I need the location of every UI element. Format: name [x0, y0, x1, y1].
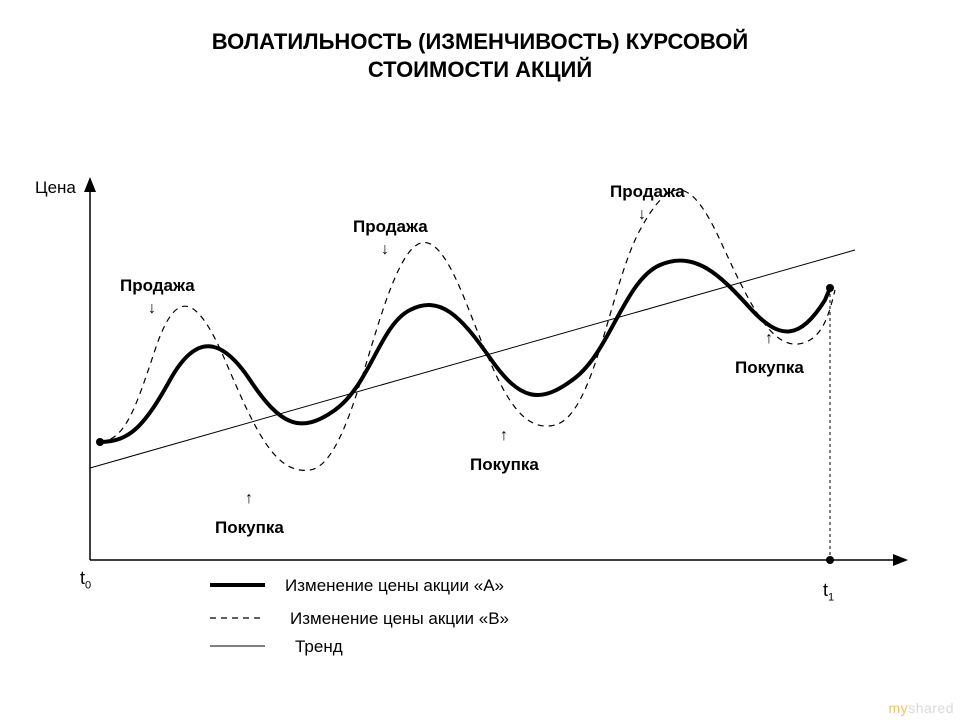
sell-label-1: Продажа	[120, 276, 195, 296]
buy-label-2: Покупка	[470, 455, 539, 475]
x-axis-start-label: t0	[80, 568, 91, 592]
legend-trend: Тренд	[295, 637, 343, 657]
buy-arrow-3: ↑	[765, 330, 773, 348]
buy-arrow-1: ↑	[245, 490, 253, 508]
title-line-2: СТОИМОСТИ АКЦИЙ	[368, 57, 592, 82]
watermark-suffix: shared	[908, 700, 954, 716]
buy-label-3: Покупка	[735, 358, 804, 378]
sell-arrow-1: ↓	[148, 300, 156, 318]
title-line-1: ВОЛАТИЛЬНОСТЬ (ИЗМЕНЧИВОСТЬ) КУРСОВОЙ	[212, 29, 748, 54]
buy-arrow-2: ↑	[500, 427, 508, 445]
buy-label-1: Покупка	[215, 518, 284, 538]
chart-title: ВОЛАТИЛЬНОСТЬ (ИЗМЕНЧИВОСТЬ) КУРСОВОЙ СТ…	[0, 28, 960, 83]
chart-area: Цена Продажа ↓ Продажа ↓ Продажа ↓ ↑ Пок…	[35, 180, 925, 610]
watermark-prefix: my	[889, 700, 909, 716]
sell-arrow-3: ↓	[638, 206, 646, 224]
t0-sub: 0	[85, 580, 91, 592]
sell-arrow-2: ↓	[381, 241, 389, 259]
watermark: myshared	[889, 700, 954, 716]
t1-sub: 1	[828, 592, 834, 604]
legend-series-a: Изменение цены акции «А»	[285, 576, 504, 596]
x-axis-end-label: t1	[823, 580, 834, 604]
sell-label-2: Продажа	[353, 217, 428, 237]
sell-label-3: Продажа	[610, 182, 685, 202]
legend-series-b: Изменение цены акции «В»	[290, 609, 509, 629]
